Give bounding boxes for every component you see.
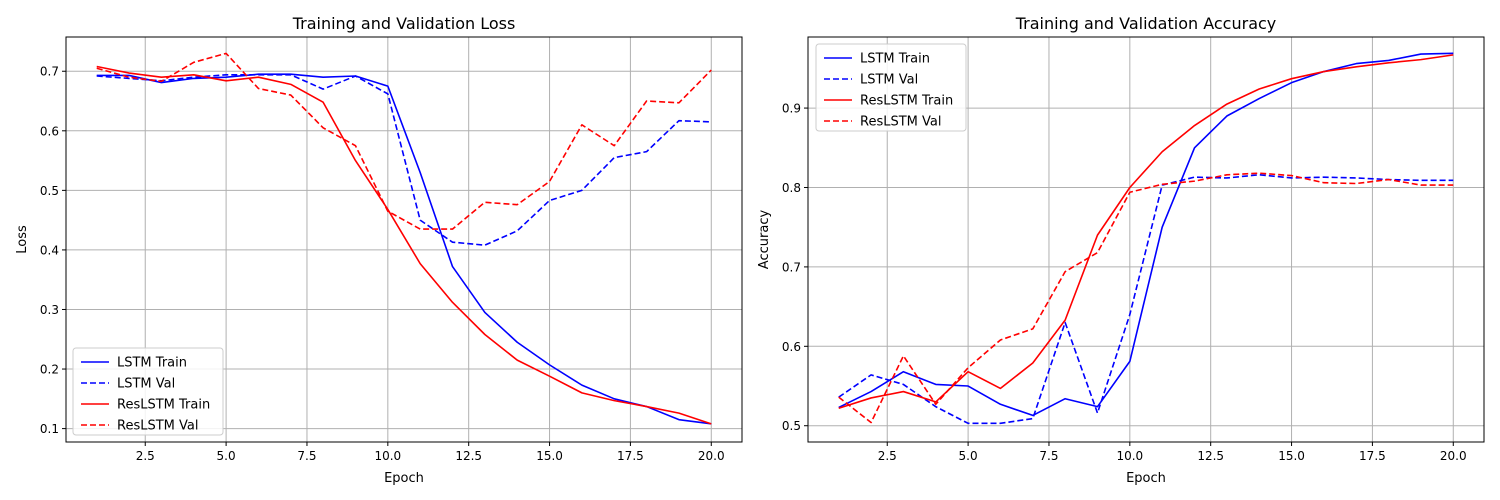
x-tick-label: 10.0 (1116, 449, 1143, 463)
x-tick-label: 17.5 (617, 449, 644, 463)
chart-accuracy: 2.5 5.0 7.5 10.0 12.5 15.0 17.5 20.0 0.5 0.6 0.7 0.… (757, 14, 1485, 486)
x-tick-label: 7.5 (1039, 449, 1058, 463)
y-axis-label: Accuracy (757, 210, 772, 270)
y-tick-label: 0.4 (40, 243, 59, 257)
x-axis-label: Epoch (384, 471, 424, 486)
y-axis-label: Loss (15, 225, 30, 254)
legend-box (72, 347, 224, 436)
legend-entry-label: LSTM Train (860, 52, 930, 67)
x-tick-label: 10.0 (374, 449, 401, 463)
series-line-reslstm-train (96, 65, 712, 425)
y-tick-label: 0.3 (40, 303, 59, 317)
x-tick-label: 2.5 (878, 449, 897, 463)
y-tick-label: 0.6 (40, 124, 59, 138)
y-tick-label: 0.1 (40, 422, 59, 436)
x-tick-label: 7.5 (297, 449, 316, 463)
series-line-lstm-train (96, 73, 712, 425)
y-tick-label: 0.2 (40, 363, 59, 377)
legend: LSTM Train LSTM Val ResLSTM Train ResLSTM V… (815, 43, 967, 132)
x-tick-label: 5.0 (217, 449, 236, 463)
series-line-lstm-train (838, 52, 1454, 417)
legend-entry-label: ResLSTM Train (860, 94, 953, 109)
series-line-lstm-val (96, 74, 712, 246)
series-line-reslstm-train (838, 54, 1454, 410)
chart-title: Training and Validation Loss (292, 14, 516, 33)
plot-frame (65, 36, 743, 443)
y-tick-label: 0.7 (40, 65, 59, 79)
plot-frame (807, 36, 1485, 443)
series-line-reslstm-val (838, 172, 1454, 424)
x-axis-label: Epoch (1126, 471, 1166, 486)
x-tick-label: 20.0 (698, 449, 725, 463)
chart-title: Training and Validation Accuracy (1015, 14, 1277, 33)
legend-entry-label: LSTM Val (860, 73, 918, 88)
legend-entry-label: ResLSTM Train (117, 398, 210, 413)
legend: LSTM Train LSTM Val ResLSTM Train ResLSTM V… (72, 347, 224, 436)
y-tick-label: 0.5 (40, 184, 59, 198)
legend-entry-label: LSTM Train (117, 356, 187, 371)
series-line-lstm-val (838, 173, 1454, 425)
legend-entry-label: ResLSTM Val (860, 115, 941, 130)
x-tick-label: 12.5 (1197, 449, 1224, 463)
x-tick-label: 12.5 (455, 449, 482, 463)
x-tick-label: 20.0 (1440, 449, 1467, 463)
x-tick-label: 15.0 (1278, 449, 1305, 463)
x-tick-label: 5.0 (959, 449, 978, 463)
y-tick-label: 0.8 (782, 181, 801, 195)
y-tick-label: 0.7 (782, 260, 801, 274)
x-tick-label: 17.5 (1359, 449, 1386, 463)
y-tick-label: 0.6 (782, 340, 801, 354)
y-tick-label: 0.5 (782, 419, 801, 433)
y-tick-label: 0.9 (782, 102, 801, 116)
x-tick-label: 2.5 (136, 449, 155, 463)
legend-entry-label: LSTM Val (117, 377, 175, 392)
x-tick-label: 15.0 (536, 449, 563, 463)
legend-box (815, 43, 967, 132)
legend-entry-label: ResLSTM Val (117, 419, 198, 434)
series-line-reslstm-val (96, 52, 712, 230)
chart-loss: 2.5 5.0 7.5 10.0 12.5 15.0 17.5 20.0 0.1 0.2 0.3 0.… (15, 14, 743, 486)
